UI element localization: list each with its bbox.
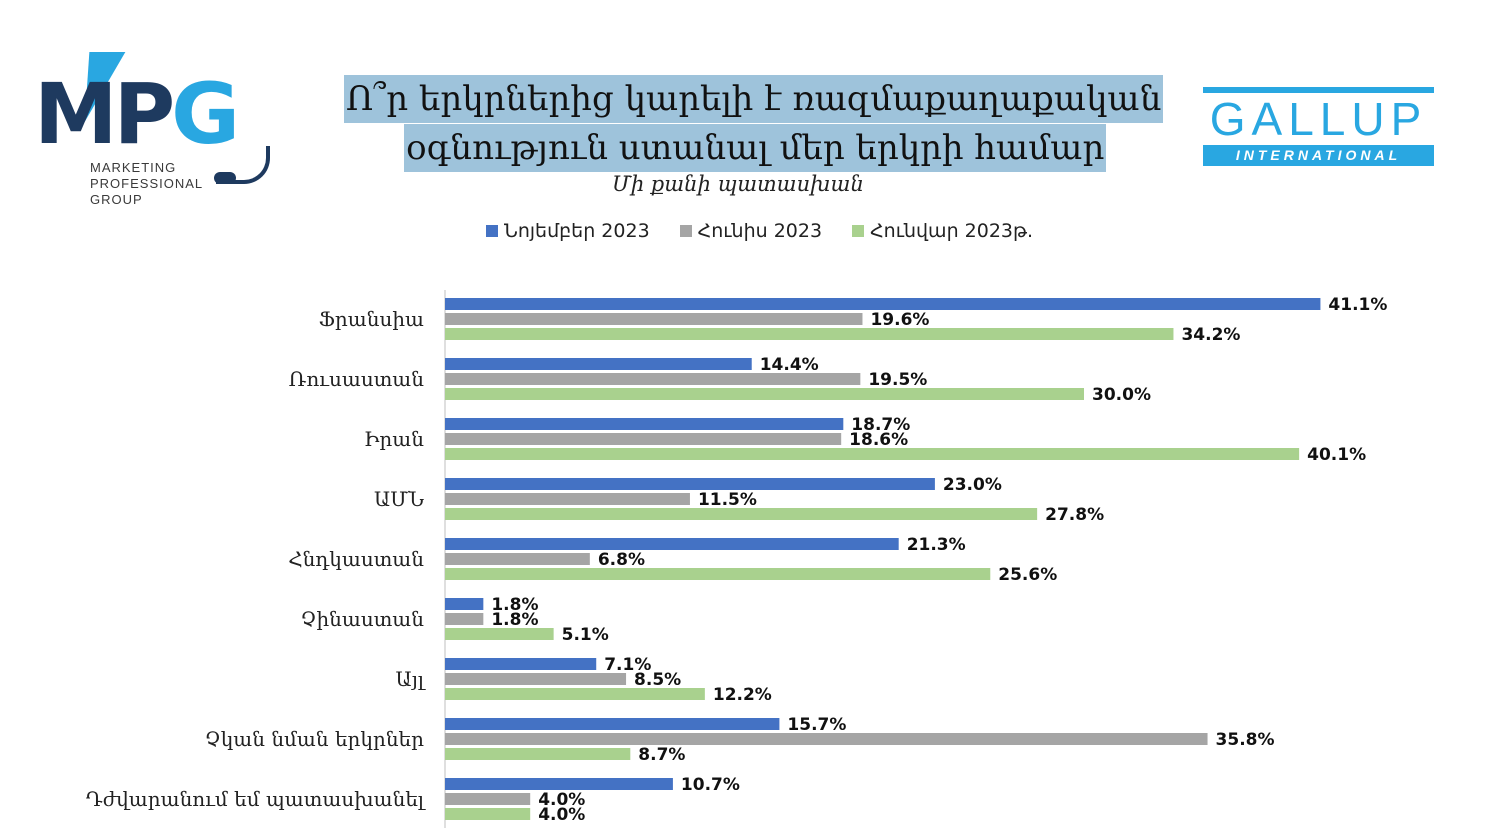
value-label-jul: 19.5% [868,370,927,390]
value-label-nov: 14.4% [760,355,819,375]
microphone-icon [214,172,236,184]
category-label: Չկան նման երկրներ [205,727,424,751]
bar-jul [445,433,842,445]
value-label-nov: 15.7% [787,715,846,735]
legend-item-nov: Նոյեմբեր 2023 [486,220,650,242]
gallup-logo: GALLUP INTERNATIONAL [1203,87,1434,166]
bar-jan [445,808,531,820]
value-label-jul: 4.0% [538,790,585,810]
category-label: Այլ [396,667,426,691]
value-label-jul: 19.6% [870,310,929,330]
value-label-nov: 1.8% [491,595,538,615]
legend-item-jul: Հունիս 2023 [679,220,823,242]
gallup-wordmark: GALLUP [1209,93,1428,145]
bar-nov [445,598,484,610]
value-label-jan: 40.1% [1307,445,1366,465]
page-title-line-2: օգնություն ստանալ մեր երկրի համար [404,124,1107,172]
value-label-jul: 6.8% [598,550,645,570]
gallup-band: INTERNATIONAL [1203,145,1434,166]
value-label-jul: 1.8% [491,610,538,630]
category-label: Իրան [364,427,424,451]
value-label-jan: 8.7% [638,745,685,765]
legend-swatch-nov [486,225,498,237]
value-label-jan: 5.1% [562,625,609,645]
mpg-line-professional: PROFESSIONAL [90,176,204,191]
value-label-nov: 7.1% [604,655,651,675]
bar-jan [445,688,705,700]
gallup-top-bar [1203,87,1434,93]
bar-jan [445,508,1038,520]
chart-legend: Նոյեմբեր 2023 Հունիս 2023 Հունվար 2023թ. [486,220,1033,242]
bar-jan [445,388,1084,400]
bar-jul [445,613,484,625]
page-title-line-1: Ո՞ր երկրներից կարելի է ռազմաքաղաքական [344,75,1164,123]
value-label-nov: 10.7% [681,775,740,795]
legend-label-jul: Հունիս 2023 [697,220,823,242]
mpg-line-group: GROUP [90,192,143,207]
bar-nov [445,538,899,550]
legend-item-jan: Հունվար 2023թ. [852,220,1033,242]
category-label: Հնդկաստան [288,547,424,571]
bar-nov [445,658,597,670]
bar-nov [445,778,673,790]
bar-jul [445,793,531,805]
page-subtitle: Մի քանի պատասխան [612,172,864,196]
value-label-jan: 30.0% [1092,385,1151,405]
bar-nov [445,418,844,430]
legend-swatch-jan [852,225,865,237]
bar-jul [445,733,1208,745]
value-label-nov: 41.1% [1328,295,1387,315]
value-label-jul: 8.5% [634,670,681,690]
mpg-logo: MPG MARKETING PROFESSIONAL GROUP [30,50,280,210]
plot-area: Ֆրանսիա 41.1% 19.6% 34.2% Ռուսաստան 14.4% 19.5… [86,295,1388,825]
category-label: Ֆրանսիա [318,307,424,331]
value-label-jan: 4.0% [538,805,585,825]
legend-label-nov: Նոյեմբեր 2023 [504,220,650,242]
bar-jul [445,673,627,685]
bar-jul [445,313,863,325]
value-label-nov: 23.0% [943,475,1002,495]
value-label-jul: 11.5% [698,490,757,510]
category-label: Դժվարանում եմ պատասխանել [86,787,426,811]
bar-nov [445,298,1321,310]
bar-jan [445,568,991,580]
value-label-nov: 18.7% [851,415,910,435]
mpg-letters: MPG [34,65,240,163]
value-label-jan: 12.2% [713,685,772,705]
headset-icon [216,146,270,184]
bar-nov [445,478,935,490]
value-label-jan: 27.8% [1045,505,1104,525]
bar-nov [445,358,752,370]
bar-nov [445,718,780,730]
bar-jul [445,373,861,385]
bar-jul [445,493,690,505]
value-label-jul: 35.8% [1216,730,1275,750]
category-label: Չինաստան [301,607,425,631]
value-label-nov: 21.3% [907,535,966,555]
bar-jan [445,748,631,760]
bar-jan [445,628,554,640]
category-label: ԱՄՆ [374,487,424,511]
legend-label-jan: Հունվար 2023թ. [870,220,1034,242]
bar-jan [445,328,1174,340]
value-label-jan: 34.2% [1181,325,1240,345]
category-label: Ռուսաստան [289,367,425,391]
value-label-jul: 18.6% [849,430,908,450]
legend-swatch-jul [679,225,692,237]
bar-jul [445,553,590,565]
mpg-line-marketing: MARKETING [90,160,177,175]
bar-jan [445,448,1300,460]
value-label-jan: 25.6% [998,565,1057,585]
